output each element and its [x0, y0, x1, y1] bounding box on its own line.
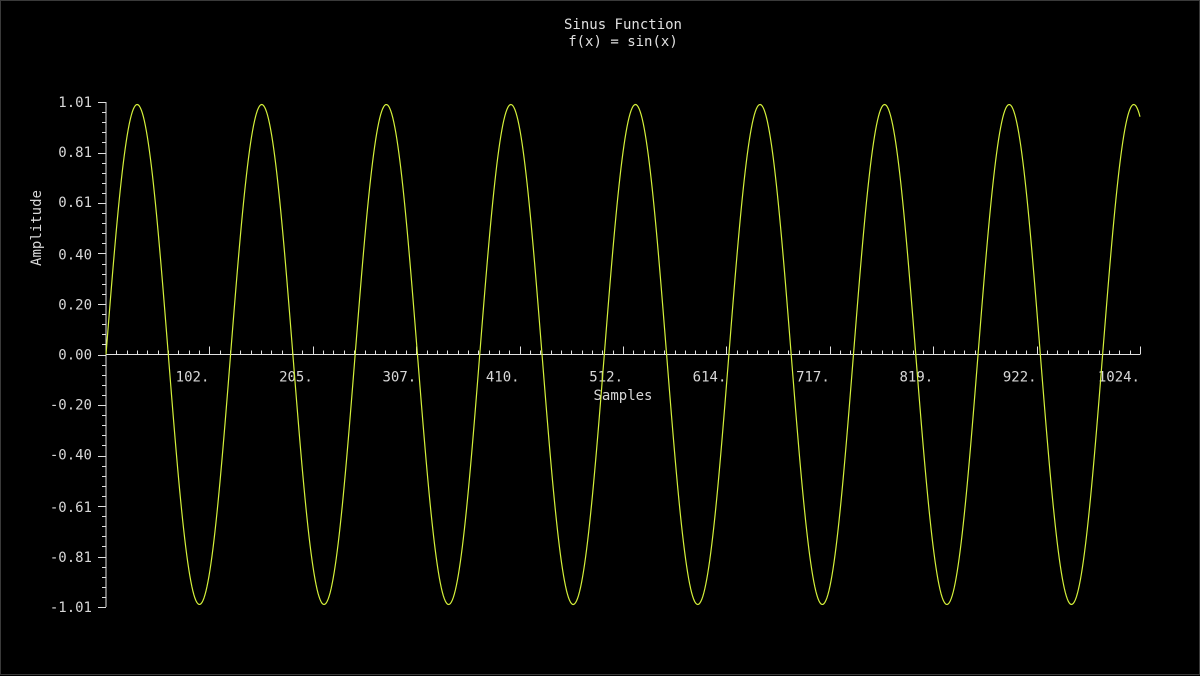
y-tick-label: -1.01: [50, 600, 92, 616]
x-tick-label: 410.: [486, 370, 520, 386]
series-line-sine: [105, 103, 1141, 606]
y-tick-label: 0.00: [58, 348, 92, 364]
x-tick-label: 922.: [1003, 370, 1037, 386]
y-tick-label: -0.81: [50, 550, 92, 566]
y-tick-label: -0.40: [50, 448, 92, 464]
y-tick-label: 0.61: [58, 195, 92, 211]
y-tick-label: 0.40: [58, 248, 92, 264]
chart-subtitle: f(x) = sin(x): [568, 34, 678, 50]
x-tick-label: 102.: [176, 370, 210, 386]
x-tick-label: 819.: [899, 370, 933, 386]
tick-labels: 102. 205. 307. 410. 512. 614. 717. 819. 922. 1024…: [50, 95, 1140, 616]
y-tick-label: -0.20: [50, 398, 92, 414]
x-tick-label: 205.: [279, 370, 313, 386]
chart-title: Sinus Function: [564, 17, 682, 33]
x-tick-label: 512.: [589, 370, 623, 386]
y-tick-label: 0.81: [58, 145, 92, 161]
x-axis-label: Samples: [593, 388, 652, 404]
ticks: [98, 102, 1141, 608]
x-tick-label: 614.: [693, 370, 727, 386]
series-group: [105, 103, 1141, 606]
y-tick-label: 0.20: [58, 298, 92, 314]
y-tick-label: -0.61: [50, 500, 92, 516]
y-axis-label: Amplitude: [29, 190, 45, 266]
y-tick-label: 1.01: [58, 95, 92, 111]
x-tick-label: 1024.: [1098, 370, 1140, 386]
x-tick-label: 307.: [382, 370, 416, 386]
x-tick-label: 717.: [796, 370, 830, 386]
